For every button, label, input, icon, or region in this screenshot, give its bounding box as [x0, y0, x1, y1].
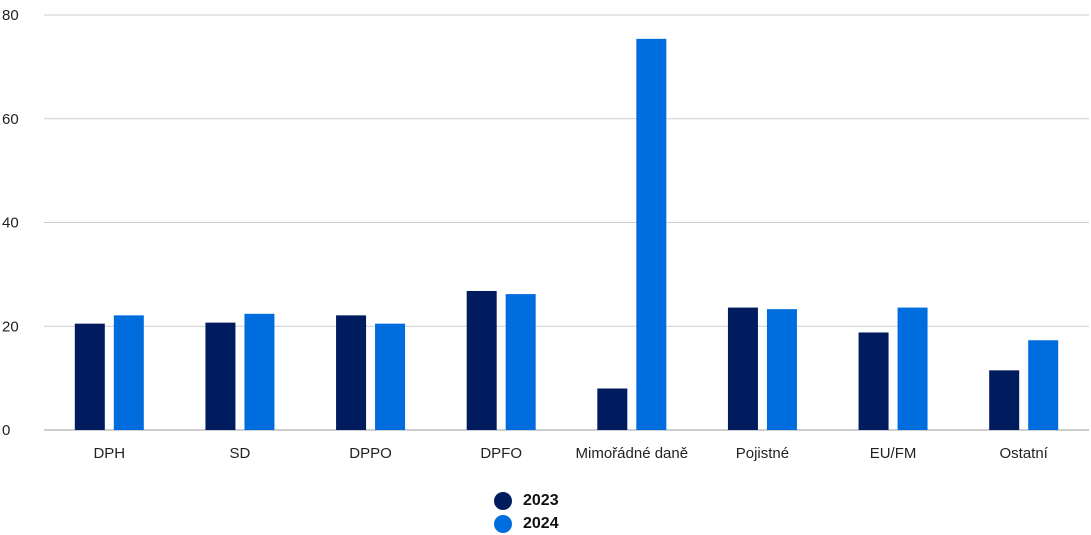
legend-item-2023: 2023 [494, 489, 559, 512]
legend-swatch-2023 [494, 491, 512, 510]
bar-2024-6 [897, 307, 928, 430]
x-tick-label-0: DPH [93, 445, 125, 462]
bar-2024-5 [766, 309, 797, 430]
bar-2024-2 [375, 323, 406, 430]
y-tick-label-20: 20 [2, 318, 19, 335]
y-tick-label-0: 0 [2, 422, 10, 439]
y-tick-label-60: 60 [2, 111, 19, 128]
legend-label-2024: 2024 [523, 514, 559, 532]
bar-2023-0 [74, 323, 105, 430]
bar-2024-1 [244, 313, 275, 430]
y-tick-label-80: 80 [2, 7, 19, 24]
x-tick-label-5: Pojistné [736, 445, 789, 462]
x-tick-label-2: DPPO [349, 445, 392, 462]
bar-2023-5 [727, 307, 758, 430]
y-tick-label-40: 40 [2, 215, 19, 232]
x-tick-label-6: EU/FM [870, 445, 917, 462]
x-tick-label-7: Ostatní [1000, 445, 1049, 462]
x-tick-label-1: SD [230, 445, 251, 462]
legend-label-2023: 2023 [523, 491, 559, 509]
bar-2023-1 [205, 322, 236, 430]
legend-swatch-2024 [494, 514, 512, 533]
bar-2023-2 [336, 315, 367, 430]
bar-2024-7 [1028, 340, 1059, 430]
bar-2024-0 [113, 315, 144, 430]
bar-2024-4 [636, 38, 667, 431]
legend-item-2024: 2024 [494, 512, 559, 535]
bar-2023-6 [858, 332, 889, 430]
bar-2024-3 [505, 294, 536, 430]
bar-2023-4 [597, 388, 628, 430]
x-tick-label-3: DPFO [480, 445, 522, 462]
bar-2023-3 [466, 290, 497, 430]
bar-2023-7 [989, 370, 1020, 430]
legend: 2023 2024 [494, 489, 559, 535]
x-tick-label-4: Mimořádné daně [576, 445, 689, 462]
